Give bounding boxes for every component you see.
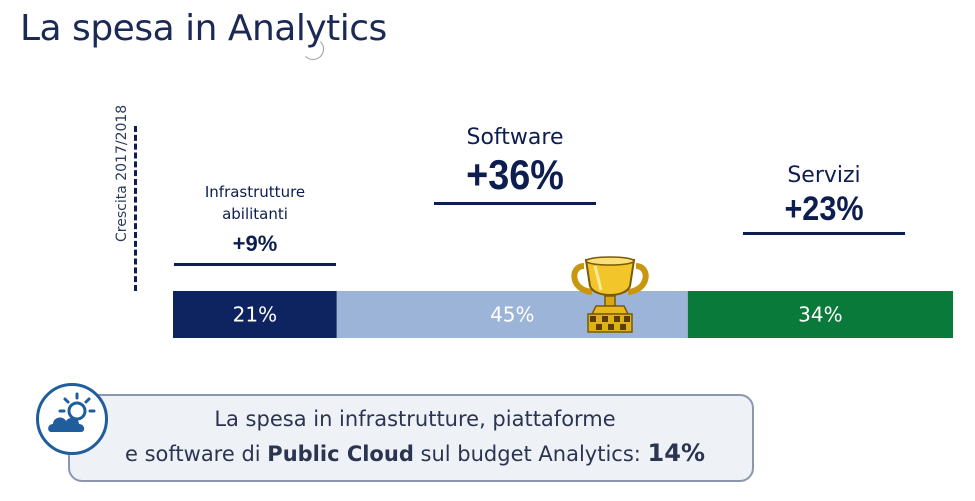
growth-value: +23%	[784, 190, 864, 228]
axis-divider	[134, 126, 137, 291]
callout-box	[68, 394, 754, 482]
callout-line-2: e software di Public Cloud sul budget An…	[95, 436, 735, 471]
bar-segment-3	[687, 291, 953, 338]
mouse-cursor	[302, 38, 324, 60]
category-software: Software +36%	[434, 124, 596, 205]
cloud-sun-icon-glyph	[48, 392, 96, 432]
category-underline	[743, 232, 905, 235]
cloud-sun-icon	[36, 383, 108, 455]
category-label: Software	[466, 125, 564, 150]
callout-line-1: La spesa in infrastrutture, piattaforme	[214, 407, 616, 431]
category-infrastrutture: Infrastrutture abilitanti +9%	[174, 181, 336, 266]
category-underline	[434, 202, 596, 205]
category-servizi: Servizi +23%	[743, 162, 905, 235]
category-underline	[174, 263, 336, 266]
category-label: Infrastrutture abilitanti	[204, 183, 306, 223]
callout-text: La spesa in infrastrutture, piattaforme …	[95, 402, 735, 471]
bar-value-label-2: 45%	[490, 303, 534, 327]
growth-value: +36%	[466, 151, 564, 198]
bar-value-label-1: 21%	[233, 303, 277, 327]
callout-highlight: Public Cloud	[267, 442, 414, 466]
callout-prefix: e software di	[125, 442, 268, 466]
bar-value-label-3: 34%	[798, 303, 842, 327]
growth-value: +9%	[232, 231, 278, 256]
callout-value: 14%	[647, 439, 705, 467]
bar-segment-1	[173, 291, 337, 338]
trophy-icon	[571, 256, 649, 333]
page-title: La spesa in Analytics	[20, 8, 387, 49]
category-label: Servizi	[787, 163, 861, 188]
callout-suffix: sul budget Analytics:	[413, 442, 648, 466]
